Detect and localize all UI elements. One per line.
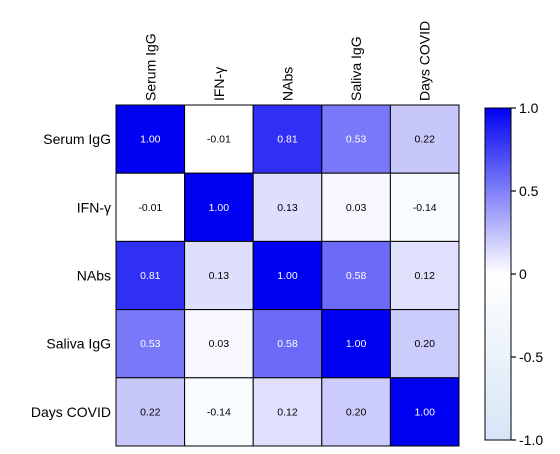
column-label: IFN-γ — [211, 67, 227, 101]
cell-value-label: -0.14 — [207, 406, 231, 418]
colorbar-tick-label: 0 — [519, 266, 527, 282]
cell-value-label: 0.20 — [414, 338, 435, 350]
row-labels: Serum IgG IFN-γ NAbs Saliva IgG Days COVID — [31, 131, 111, 420]
cell-value-label: 0.53 — [140, 338, 161, 350]
heatmap-cell — [321, 309, 391, 379]
row-label: Serum IgG — [43, 131, 111, 147]
cell-value-label: 1.00 — [277, 270, 298, 282]
cell-value-label: 0.03 — [209, 338, 230, 350]
cell-value-label: 1.00 — [140, 134, 161, 146]
heatmap-cell — [115, 309, 186, 379]
cell-value-label: 0.58 — [346, 270, 367, 282]
colorbar-tick-label: 1.0 — [519, 100, 539, 116]
heatmap-cell — [321, 104, 391, 174]
heatmap-cell — [389, 240, 460, 311]
cell-value-label: 0.03 — [346, 202, 367, 214]
row-label: Days COVID — [31, 404, 111, 420]
heatmap-cell — [389, 377, 460, 447]
row-label: IFN-γ — [77, 199, 111, 215]
colorbar: 1.0 0.5 0 -0.5 -1.0 — [484, 100, 543, 448]
heatmap-cell — [252, 104, 323, 174]
colorbar-tick-label: 0.5 — [519, 183, 539, 199]
heatmap-cell — [252, 172, 323, 242]
heatmap-cell — [321, 240, 391, 311]
colorbar-gradient — [484, 107, 512, 441]
heatmap-cell — [252, 309, 323, 379]
cell-value-label: 0.20 — [346, 406, 367, 418]
cell-value-label: 0.81 — [140, 270, 161, 282]
column-label: Saliva IgG — [348, 36, 364, 101]
heatmap-cell — [184, 240, 254, 311]
cell-value-label: 0.81 — [277, 134, 298, 146]
column-label: Serum IgG — [142, 33, 158, 101]
heatmap-cell — [252, 377, 323, 447]
column-label: Days COVID — [417, 21, 433, 101]
colorbar-tick-label: -0.5 — [519, 349, 543, 365]
cell-value-label: 0.22 — [414, 134, 435, 146]
cell-value-label: 1.00 — [346, 338, 367, 350]
heatmap-cell — [389, 309, 460, 379]
cell-value-label: 0.12 — [277, 406, 298, 418]
heatmap-cell — [389, 172, 460, 242]
heatmap-cells: 1.00 -0.01 0.81 0.53 0.22 -0.01 1.00 0.13 0.03 -0… — [115, 104, 460, 447]
column-labels: Serum IgG IFN-γ NAbs Saliva IgG Days COVID — [142, 21, 432, 101]
heatmap-cell — [115, 104, 186, 174]
cell-value-label: 0.12 — [414, 270, 435, 282]
cell-value-label: 0.13 — [277, 202, 298, 214]
cell-value-label: -0.01 — [138, 202, 162, 214]
cell-value-label: -0.14 — [413, 202, 437, 214]
cell-value-label: 0.13 — [209, 270, 230, 282]
cell-value-label: 0.58 — [277, 338, 298, 350]
colorbar-tick-label: -1.0 — [519, 432, 543, 448]
cell-value-label: 0.22 — [140, 406, 161, 418]
cell-value-label: 1.00 — [209, 202, 230, 214]
row-label: NAbs — [77, 268, 111, 284]
column-label: NAbs — [280, 67, 296, 101]
heatmap-cell — [115, 377, 186, 447]
heatmap-cell — [184, 104, 254, 174]
cell-value-label: 1.00 — [414, 406, 435, 418]
cell-value-label: 0.53 — [346, 134, 367, 146]
row-label: Saliva IgG — [46, 336, 111, 352]
heatmap-cell — [184, 309, 254, 379]
heatmap-cell — [115, 172, 186, 242]
cell-value-label: -0.01 — [207, 134, 231, 146]
heatmap-cell — [184, 377, 254, 447]
